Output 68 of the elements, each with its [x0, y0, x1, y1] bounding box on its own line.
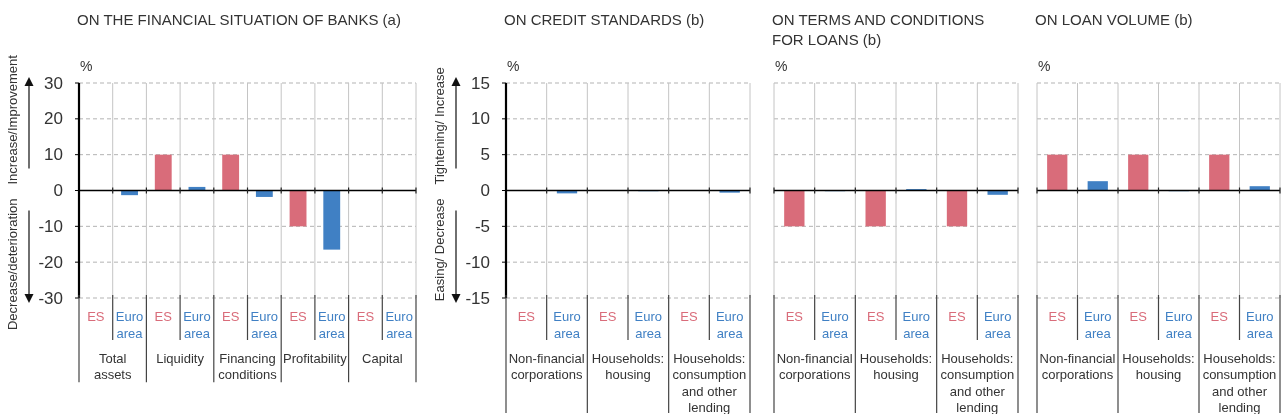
text: ES [680, 308, 698, 324]
y-tick-label: -20 [38, 252, 63, 272]
x-tick-label: Households: consumption and other lending [672, 350, 747, 414]
text: Euro area [318, 308, 346, 341]
x-tick-label: Capital [362, 350, 403, 366]
text: ES [289, 308, 308, 324]
x-tick-label: Financing conditions [218, 350, 278, 382]
x-tick-label: Non-financial corporations [508, 350, 585, 382]
text: Euro area [385, 308, 413, 341]
y-tick-label: 0 [480, 181, 490, 200]
text: Euro area [553, 308, 581, 341]
text: ES [866, 308, 885, 324]
x-tick-label: Households: housing [591, 350, 665, 382]
y-tick-label: 30 [44, 73, 63, 93]
text: ES [785, 308, 804, 324]
text: Easing/ Decrease [431, 198, 447, 302]
chart-title: ON CREDIT STANDARDS (b) [504, 11, 705, 28]
chart-title: ON TERMS AND CONDITIONS FOR LOANS (b) [772, 11, 985, 48]
x-tick-label: Non-financial corporations [776, 350, 853, 382]
text: ES [1048, 308, 1067, 324]
text: Euro area [115, 308, 144, 341]
y-tick-label: 20 [44, 109, 63, 129]
x-tick-label: Households: consumption and other lending [940, 350, 1015, 414]
text: ES [948, 308, 966, 324]
text: ES [598, 308, 617, 324]
text: Euro area [715, 308, 744, 341]
text: Euro area [1084, 308, 1112, 341]
text: ES [87, 308, 105, 324]
text: Increase/Improvement [4, 54, 20, 185]
text: Euro area [250, 308, 279, 341]
x-tick-label: Households: housing [859, 350, 933, 382]
y-axis-title: % [775, 58, 788, 74]
y-tick-label: -10 [465, 252, 490, 272]
x-tick-label: Non-financial corporations [1039, 350, 1116, 382]
text: Euro area [1165, 308, 1193, 341]
text: Euro area [1246, 308, 1274, 341]
y-axis-title: % [80, 58, 93, 74]
text: Euro area [983, 308, 1012, 341]
chart-title: ON LOAN VOLUME (b) [1035, 11, 1193, 28]
x-tick-label: Liquidity [156, 350, 205, 366]
text: ES [1129, 308, 1147, 324]
y-tick-label: 0 [53, 181, 63, 200]
text: ES [154, 308, 172, 324]
text: Euro area [821, 308, 849, 341]
x-tick-label: Households: housing [1122, 350, 1195, 382]
y-tick-label: -10 [38, 216, 63, 236]
y-tick-label: 5 [480, 145, 490, 165]
x-tick-label: Profitability [283, 350, 348, 366]
y-tick-label: 15 [471, 73, 490, 93]
y-axis-title: % [1038, 58, 1051, 74]
text: ES [1210, 308, 1228, 324]
text: Euro area [902, 308, 931, 341]
x-tick-label: Total assets [93, 350, 132, 382]
y-tick-label: -30 [38, 288, 63, 308]
y-tick-label: -15 [465, 288, 490, 308]
text: ES [356, 308, 375, 324]
text: Tightening/ Increase [431, 67, 447, 185]
legend-label: ES [517, 308, 536, 324]
y-tick-label: -5 [474, 216, 490, 236]
y-tick-label: 10 [44, 145, 63, 165]
text: Euro area [634, 308, 663, 341]
text: ES [221, 308, 240, 324]
text: Decrease/deterioration [4, 198, 20, 331]
y-tick-label: 10 [471, 109, 490, 129]
x-tick-label: Households: consumption and other lending [1202, 350, 1277, 414]
y-axis-title: % [507, 58, 520, 74]
chart-title: ON THE FINANCIAL SITUATION OF BANKS (a) [77, 11, 401, 28]
text: Euro area [183, 308, 211, 341]
